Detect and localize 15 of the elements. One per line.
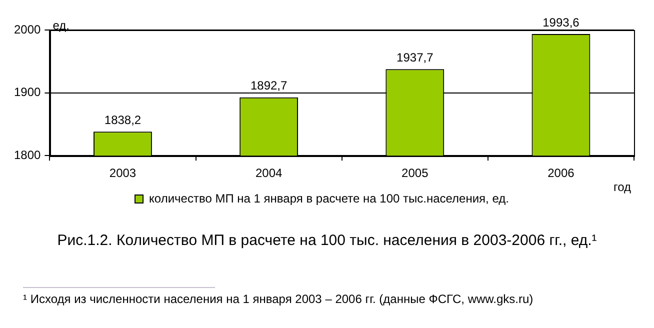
x-tick-label: 2004 (255, 166, 282, 180)
x-tick-label: 2005 (402, 166, 429, 180)
data-label: 1892,7 (250, 78, 288, 93)
x-tick-label: 2006 (548, 166, 575, 180)
x-axis-title: год (613, 180, 631, 194)
text: Рис.1.2. Количество МП в расчете на 100 тыс. населения в 2003-2006 гг., ед.¹ (56, 232, 598, 249)
text: ¹ Исходя из численности населения на 1 января 2003 – 2006 гг. (данные ФСГС, www.gks.ru) (23, 292, 534, 306)
y-tick-label: 2000 (14, 22, 42, 36)
y-tick-label: 1800 (14, 148, 42, 162)
legend-label: количество МП на 1 января в расчете на 100 тыс.населения, ед. (149, 191, 509, 206)
data-label: 1838,2 (104, 112, 142, 127)
x-tick-label: 2003 (109, 166, 136, 180)
data-label: 1993,6 (542, 15, 580, 30)
y-tick-label: 1900 (14, 85, 42, 100)
data-label: 1937,7 (396, 50, 434, 64)
